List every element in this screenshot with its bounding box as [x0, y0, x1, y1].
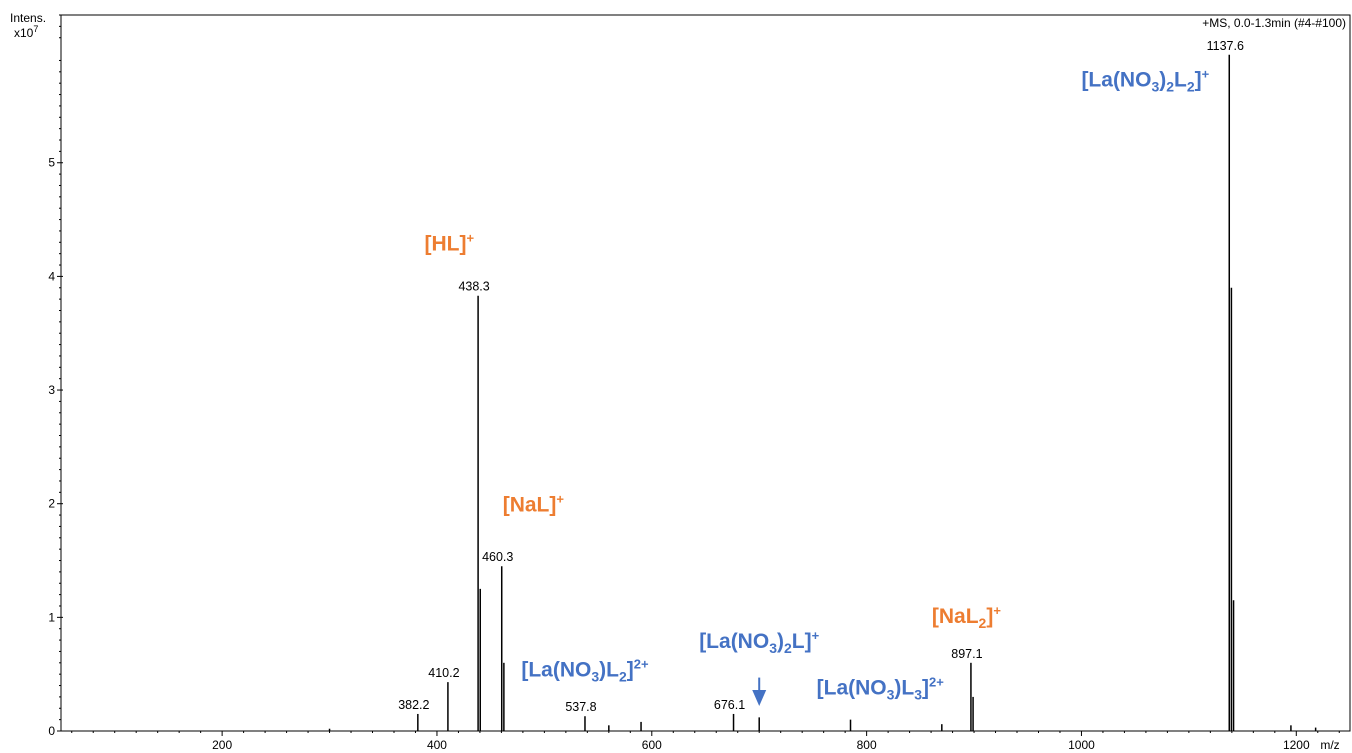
ion-annotation: [La(NO3)L3]2+ — [817, 675, 945, 703]
x-axis-label: m/z — [1320, 738, 1339, 752]
ion-annotation-part: ] — [627, 658, 634, 681]
y-axis-label: Intens. — [10, 11, 46, 25]
y-tick-label: 1 — [48, 610, 55, 624]
ion-annotation-part: 2 — [979, 615, 987, 631]
ion-annotation-part: ] — [1195, 69, 1202, 92]
header-note: +MS, 0.0-1.3min (#4-#100) — [1202, 16, 1346, 30]
ion-annotation-part: [La(NO — [817, 677, 887, 700]
ion-annotation-part: [La(NO — [1081, 69, 1151, 92]
ion-annotation-part: ) — [777, 630, 784, 653]
x-tick-label: 1200 — [1283, 738, 1310, 752]
ion-annotation-part: [La(NO — [699, 630, 769, 653]
ion-annotation-part: 3 — [769, 640, 777, 656]
y-axis-scale-exponent: 7 — [33, 24, 38, 34]
ion-annotation-part: 2+ — [929, 675, 944, 690]
x-tick-label: 600 — [642, 738, 662, 752]
ion-annotation-part: 2 — [1166, 79, 1174, 95]
y-tick-label: 5 — [48, 156, 55, 170]
x-tick-label: 1000 — [1068, 738, 1095, 752]
ion-annotation-part: + — [812, 628, 820, 643]
y-tick-label: 0 — [48, 724, 55, 738]
ion-annotation-part: ) — [1159, 69, 1166, 92]
ion-annotation-part: L] — [792, 630, 812, 653]
ion-annotation-part: [HL] — [425, 232, 467, 255]
arrow-head — [752, 689, 767, 706]
ion-annotation-part: 2 — [619, 668, 627, 684]
ion-annotation: [NaL]+ — [503, 492, 565, 517]
ion-annotation-part: + — [467, 230, 475, 245]
y-axis-ticks: 0 1 2 3 4 5 — [48, 14, 63, 738]
peaks: 382.2 410.2 438.3 460.3 537.8 676.1 897.1 1137.… — [398, 39, 1244, 731]
peak-label: 382.2 — [398, 698, 429, 712]
ion-annotation-part: 3 — [887, 687, 895, 703]
minor-peaks — [328, 287, 1317, 731]
ion-annotation-part: 2+ — [634, 656, 649, 671]
ion-annotation-part: ] — [922, 677, 929, 700]
y-tick-label: 3 — [48, 383, 55, 397]
ion-annotation: [La(NO3)L2]2+ — [521, 656, 649, 684]
ion-annotation-part: [La(NO — [521, 658, 591, 681]
ion-annotation: [HL]+ — [425, 230, 475, 255]
x-tick-label: 200 — [212, 738, 232, 752]
x-tick-label: 800 — [857, 738, 877, 752]
ion-annotation-part: 3 — [914, 687, 922, 703]
ion-annotation-part: [NaL] — [503, 494, 557, 517]
annotation-arrow — [752, 677, 767, 706]
ion-annotation-part: 3 — [591, 668, 599, 684]
y-tick-label: 2 — [48, 497, 55, 511]
ion-annotation-part: ] — [986, 605, 993, 628]
ion-annotation-part: )L — [894, 677, 914, 700]
y-axis-scale-base: x10 — [14, 26, 34, 40]
ion-annotation-part: 2 — [784, 640, 792, 656]
x-axis-ticks: 200 400 600 800 1000 1200 — [71, 731, 1340, 752]
ion-annotation-part: + — [1202, 67, 1210, 82]
ion-annotation-part: 3 — [1151, 79, 1159, 95]
ion-annotation-part: L — [1174, 69, 1187, 92]
ion-annotation: [NaL2]+ — [932, 603, 1001, 631]
peak-label: 1137.6 — [1207, 39, 1244, 53]
peak-label: 438.3 — [458, 280, 489, 294]
ion-annotation: [La(NO3)2L2]+ — [1081, 67, 1209, 95]
annotations: [HL]+[NaL]+[NaL2]+[La(NO3)2L2]+[La(NO3)L… — [425, 67, 1210, 703]
ion-annotation-part: + — [556, 492, 564, 507]
x-tick-label: 400 — [427, 738, 447, 752]
ion-annotation-part: )L — [599, 658, 619, 681]
peak-label: 410.2 — [428, 666, 459, 680]
peak-label: 897.1 — [951, 647, 982, 661]
y-tick-label: 4 — [48, 269, 55, 283]
plot-frame — [60, 14, 1351, 732]
peak-label: 676.1 — [714, 698, 745, 712]
ion-annotation-part: 2 — [1187, 79, 1195, 95]
ion-annotation-part: [NaL — [932, 605, 979, 628]
peak-label: 460.3 — [482, 550, 513, 564]
ion-annotation-part: + — [993, 603, 1001, 618]
peak-label: 537.8 — [565, 700, 596, 714]
ion-annotation: [La(NO3)2L]+ — [699, 628, 819, 656]
y-axis-scale: x107 — [14, 24, 38, 40]
